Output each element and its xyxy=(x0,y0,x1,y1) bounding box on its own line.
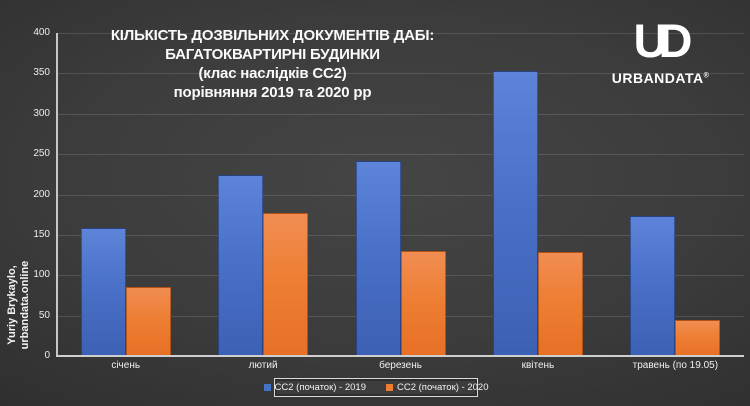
gridline xyxy=(57,73,744,75)
bar-2020 xyxy=(400,251,446,356)
chart-title-line-4: порівняння 2019 та 2020 рр xyxy=(173,84,372,101)
x-axis-labels: січень лютий березень квітень травень (по 19… xyxy=(57,360,744,371)
author-credit: Yuriy Brykaylo, urbandata.online xyxy=(4,248,34,362)
x-axis-label: лютий xyxy=(248,360,278,371)
y-tick-label: 250 xyxy=(33,148,50,160)
y-tick-label: 200 xyxy=(33,188,50,200)
bar-2019 xyxy=(355,160,401,356)
bar-group xyxy=(57,33,194,356)
chart-title-line-2: БАГАТОКВАРТИРНІ БУДИНКИ xyxy=(165,46,380,63)
y-tick-label: 50 xyxy=(38,309,50,321)
bar-group xyxy=(194,33,331,356)
brand-name: URBANDATA® xyxy=(611,70,710,86)
legend-item-2019: СС2 (початок) - 2019 xyxy=(263,382,366,393)
bar-2020 xyxy=(125,286,171,356)
x-axis-label: січень xyxy=(111,360,141,371)
legend-label-2020: СС2 (початок) - 2020 xyxy=(397,382,489,393)
chart-legend: СС2 (початок) - 2019 СС2 (початок) - 202… xyxy=(263,378,488,397)
x-axis-label: квітень xyxy=(521,360,555,371)
bar-2019 xyxy=(492,70,538,356)
x-axis-label: травень (по 19.05) xyxy=(632,360,719,371)
bar-group xyxy=(469,33,606,356)
legend-swatch-2019-icon xyxy=(263,384,271,391)
y-tick-label: 0 xyxy=(44,350,50,361)
bar-2020 xyxy=(537,251,583,356)
registered-mark: ® xyxy=(703,72,710,80)
x-axis-line xyxy=(56,355,744,357)
urbandata-logo: UD URBANDATA® xyxy=(583,14,738,86)
gridline xyxy=(57,33,744,34)
bar-groups xyxy=(57,33,744,356)
bar-2020 xyxy=(263,213,309,356)
chart-title-line-1: КІЛЬКІСТЬ ДОЗВІЛЬНИХ ДОКУМЕНТІВ ДАБІ: xyxy=(110,27,435,44)
gridline xyxy=(57,154,744,156)
y-axis-line xyxy=(56,33,58,356)
y-tick-label: 300 xyxy=(33,107,50,119)
y-tick-label: 150 xyxy=(33,228,50,240)
gridline xyxy=(57,113,744,115)
bar-group xyxy=(332,33,469,356)
author-site: urbandata.online xyxy=(19,260,31,350)
x-axis-label: березень xyxy=(379,360,422,371)
bar-2019 xyxy=(630,215,676,356)
bar-2020 xyxy=(675,320,721,356)
y-tick-label: 100 xyxy=(33,269,50,281)
plot-area xyxy=(57,33,744,356)
legend-label-2019: СС2 (початок) - 2019 xyxy=(274,382,366,393)
y-tick-label: 400 xyxy=(33,27,50,38)
chart-title-line-3: (клас наслідків СС2) xyxy=(198,65,347,82)
bar-2019 xyxy=(218,175,264,356)
chart-title: КІЛЬКІСТЬ ДОЗВІЛЬНИХ ДОКУМЕНТІВ ДАБІ: БА… xyxy=(95,26,450,102)
bar-2019 xyxy=(80,228,126,356)
legend-swatch-2020-icon xyxy=(386,384,393,391)
y-tick-label: 350 xyxy=(33,67,50,79)
bar-group xyxy=(607,33,744,356)
author-name: Yuriy Brykaylo, xyxy=(6,265,18,345)
legend-item-2020: СС2 (початок) - 2020 xyxy=(386,382,488,393)
ud-monogram-icon: UD xyxy=(633,14,693,67)
